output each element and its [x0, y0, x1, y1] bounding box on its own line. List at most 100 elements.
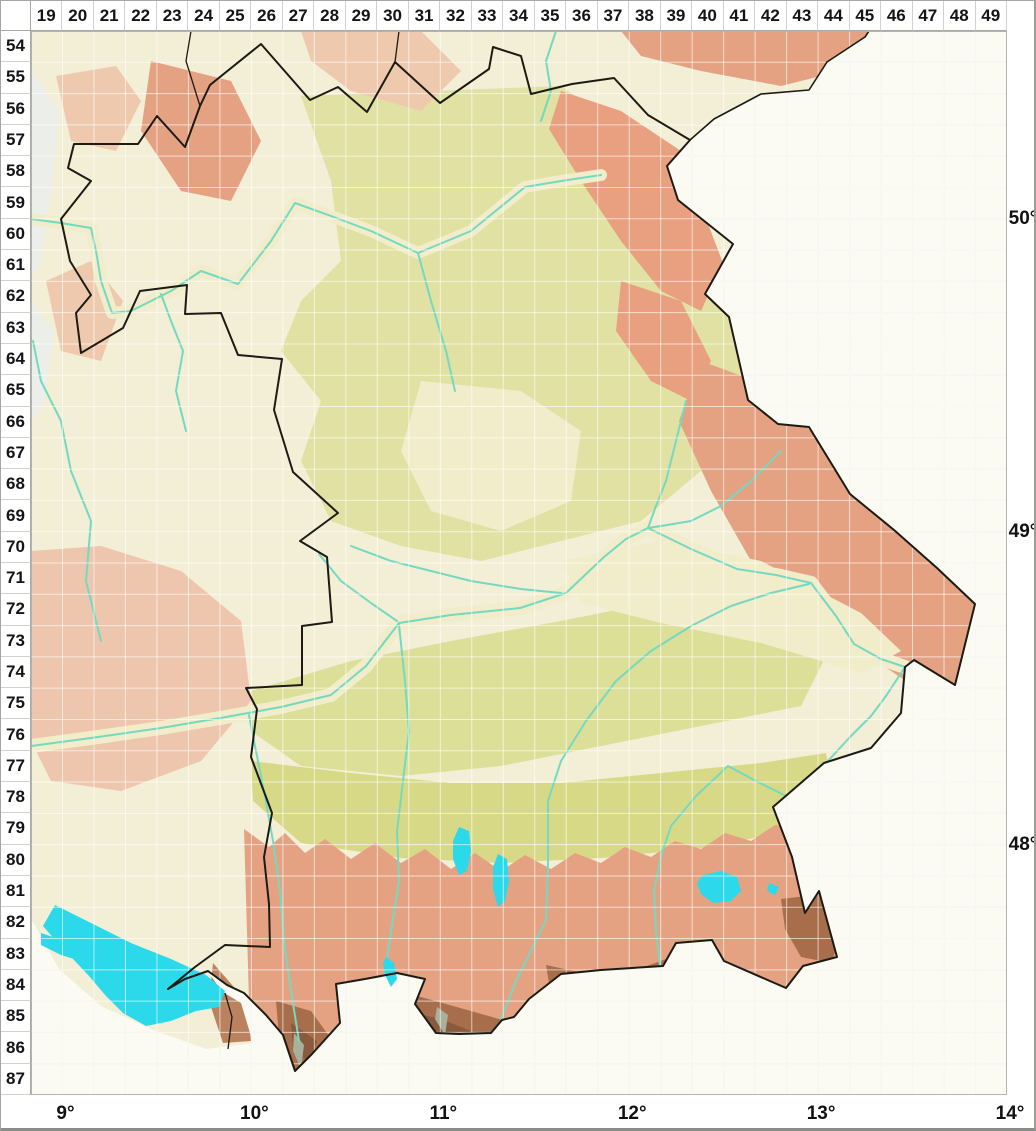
spessart-rhoen	[141, 61, 261, 201]
hesse-thuringia-border	[185, 31, 201, 107]
river-tauber	[160, 293, 187, 432]
grid-column-label: 20	[62, 1, 94, 31]
thuringian-forest	[301, 31, 461, 111]
river-regnitz	[417, 252, 456, 392]
lake-bodensee	[43, 905, 225, 1026]
grid-column-label: 24	[188, 1, 220, 31]
grid-row-label: 55	[1, 62, 31, 94]
bavaria-relief-map[interactable]	[31, 31, 1007, 1095]
grid-row-label: 76	[1, 719, 31, 751]
grid-row-label: 73	[1, 625, 31, 657]
latitude-label: 49°	[1008, 520, 1036, 542]
grid-row-label: 84	[1, 969, 31, 1002]
lakes-layer	[41, 827, 779, 1026]
grid-row-label: 58	[1, 156, 31, 188]
grid-row-label: 56	[1, 93, 31, 125]
grid-column-label: 34	[503, 1, 535, 31]
grid-column-label: 33	[471, 1, 504, 31]
grid-row-label: 54	[1, 31, 31, 63]
grid-column-label: 30	[377, 1, 409, 31]
nuremberg-basin	[401, 381, 581, 531]
longitude-label: 13°	[806, 1103, 836, 1124]
swabian-alb	[31, 546, 251, 791]
grid-column-label: 39	[660, 1, 693, 31]
erzgebirge	[621, 31, 869, 86]
grid-row-label: 74	[1, 656, 31, 689]
grid-row-label: 64	[1, 343, 31, 376]
lake-untersee	[41, 933, 93, 963]
latitude-axis: 50° 49° 48°	[1007, 31, 1036, 1095]
river-isar	[500, 583, 810, 1020]
grid-row-label: 68	[1, 469, 31, 501]
grid-column-label: 44	[818, 1, 850, 31]
rhine-alpine-border	[224, 992, 233, 1050]
grid-row-label: 81	[1, 875, 31, 908]
thuringia-border	[394, 31, 400, 63]
grid-row-label: 71	[1, 563, 31, 595]
grid-column-label: 46	[881, 1, 913, 31]
grid-column-label: 47	[912, 1, 945, 31]
grid-row-label: 70	[1, 531, 31, 563]
river-iller	[248, 714, 300, 1042]
grid-row-label: 67	[1, 437, 31, 470]
grid-column-label: 27	[282, 1, 315, 31]
fichtelgebirge	[549, 91, 723, 311]
grid-row-label: 61	[1, 250, 31, 282]
grid-row-label: 72	[1, 594, 31, 626]
latitude-label: 48°	[1008, 833, 1036, 855]
grid-lines-white	[31, 31, 1007, 1095]
alpine-valley-2	[435, 1007, 448, 1035]
grid-column-label: 25	[219, 1, 252, 31]
river-saale	[540, 31, 557, 122]
grid-column-label: 40	[692, 1, 724, 31]
saxony-czech-border	[689, 31, 870, 141]
longitude-label: 11°	[429, 1103, 458, 1124]
grid-row-label: 62	[1, 281, 31, 313]
oberpfalz-forest	[616, 281, 711, 401]
grid-row-label: 63	[1, 312, 31, 344]
lake-starnberger-see	[493, 854, 509, 907]
grid-column-label: 23	[156, 1, 189, 31]
longitude-label: 12°	[617, 1103, 647, 1124]
latitude-label: 50°	[1008, 207, 1036, 229]
river-altmuehl	[350, 545, 562, 594]
bavarian-forest	[679, 361, 975, 701]
grid-column-label: 28	[314, 1, 346, 31]
longitude-label: 9°	[56, 1103, 75, 1124]
rhine-haze-2	[31, 301, 53, 421]
grid-column-label: 48	[944, 1, 976, 31]
river-lech	[383, 624, 410, 980]
grid-column-label: 19	[31, 1, 63, 31]
grid-column-label: 45	[849, 1, 882, 31]
grid-column-label: 43	[786, 1, 819, 31]
grid-column-label: 35	[534, 1, 567, 31]
longitude-label: 14°	[995, 1103, 1025, 1124]
grid-row-label: 75	[1, 688, 31, 720]
alpine-valley-1	[293, 1033, 304, 1069]
grid-row-label: 78	[1, 782, 31, 814]
grid-column-label: 32	[440, 1, 472, 31]
lake-ammersee	[453, 827, 471, 875]
grid-row-label: 87	[1, 1063, 31, 1095]
river-neckar	[32, 340, 102, 642]
grid-column-label: 31	[408, 1, 441, 31]
borders-layer	[60, 31, 976, 1072]
river-regen	[647, 450, 782, 529]
grid-row-label: 65	[1, 375, 31, 407]
grid-row-label: 83	[1, 938, 31, 970]
longitude-axis: 9° 10° 11° 12° 13° 14°	[1, 1095, 1034, 1128]
grid-row-label: 79	[1, 813, 31, 845]
river-woernitz	[318, 553, 398, 622]
lake-chiemsee	[697, 871, 741, 903]
grid-row-label: 69	[1, 500, 31, 532]
river-naab	[647, 400, 687, 529]
grid-row-label: 77	[1, 750, 31, 783]
grid-column-label: 22	[125, 1, 157, 31]
grid-row-label: 57	[1, 124, 31, 157]
grid-column-label: 26	[251, 1, 283, 31]
grid-row-label: 82	[1, 907, 31, 939]
grid-column-label: 38	[629, 1, 661, 31]
nw-uplands	[56, 66, 141, 151]
grid-column-label: 21	[93, 1, 126, 31]
longitude-label: 10°	[240, 1103, 269, 1124]
